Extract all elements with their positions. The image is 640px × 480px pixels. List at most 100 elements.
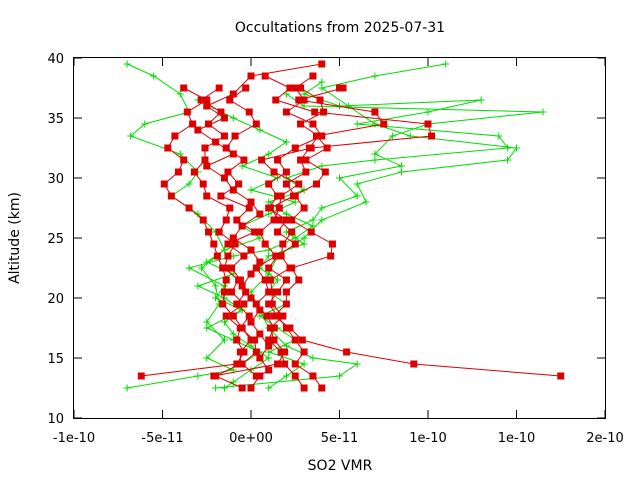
data-point-plus (220, 318, 228, 326)
data-point-square (265, 342, 273, 350)
data-point-square (265, 180, 273, 188)
data-point-plus (282, 372, 290, 380)
data-point-square (180, 84, 188, 92)
data-point-square (137, 372, 145, 380)
data-point-square (279, 240, 287, 248)
data-point-plus (256, 312, 264, 320)
data-point-square (219, 300, 227, 308)
data-point-square (265, 336, 273, 344)
data-point-plus (265, 150, 273, 158)
data-point-square (286, 324, 294, 332)
data-point-square (233, 216, 241, 224)
data-point-square (281, 348, 289, 356)
data-point-plus (212, 384, 220, 392)
data-point-square (240, 300, 248, 308)
data-point-plus (442, 60, 450, 68)
data-point-square (265, 264, 273, 272)
data-point-square (245, 312, 253, 320)
data-point-square (275, 204, 283, 212)
data-point-square (274, 288, 282, 296)
data-point-square (302, 156, 310, 164)
y-tick-label: 25 (47, 232, 64, 247)
data-point-plus (353, 192, 361, 200)
data-point-square (164, 144, 172, 152)
data-point-square (277, 252, 285, 260)
data-point-plus (353, 180, 361, 188)
data-point-plus (318, 84, 326, 92)
data-point-square (307, 144, 315, 152)
data-point-square (238, 282, 246, 290)
data-point-square (265, 366, 273, 374)
data-point-square (256, 354, 264, 362)
y-tick-label: 15 (47, 352, 64, 367)
y-tick-label: 40 (47, 52, 64, 67)
data-point-square (245, 204, 253, 212)
data-point-square (309, 72, 317, 80)
data-point-square (160, 180, 168, 188)
y-tick-label: 30 (47, 172, 64, 187)
x-tick-label: 5e-11 (321, 431, 359, 446)
data-point-square (167, 192, 175, 200)
y-axis-label: Altitude (km) (7, 192, 23, 284)
data-point-square (270, 324, 278, 332)
data-point-square (277, 192, 285, 200)
data-point-square (229, 234, 237, 242)
data-point-plus (291, 198, 299, 206)
data-point-square (233, 360, 241, 368)
data-point-plus (309, 354, 317, 362)
profile-red-8 (210, 84, 388, 380)
data-point-square (274, 156, 282, 164)
data-point-plus (203, 318, 211, 326)
profile-green-1 (123, 60, 237, 392)
data-point-plus (176, 90, 184, 98)
data-point-square (203, 192, 211, 200)
data-point-plus (185, 180, 193, 188)
data-point-plus (203, 324, 211, 332)
data-point-square (282, 180, 290, 188)
data-point-square (220, 132, 228, 140)
data-point-square (247, 336, 255, 344)
data-point-square (297, 156, 305, 164)
data-point-square (428, 132, 436, 140)
data-point-square (291, 144, 299, 152)
data-point-square (247, 72, 255, 80)
data-point-plus (265, 348, 273, 356)
data-point-square (261, 276, 269, 284)
data-point-square (224, 240, 232, 248)
data-point-square (291, 336, 299, 344)
data-point-square (226, 96, 234, 104)
data-point-square (282, 168, 290, 176)
data-point-square (215, 84, 223, 92)
data-point-square (256, 258, 264, 266)
data-point-plus (220, 336, 228, 344)
data-point-square (300, 384, 308, 392)
data-point-square (311, 108, 319, 116)
data-point-square (339, 84, 347, 92)
chart-title: Occultations from 2025-07-31 (235, 20, 445, 36)
data-point-square (252, 264, 260, 272)
data-point-plus (336, 174, 343, 182)
data-point-square (557, 372, 565, 380)
data-point-square (256, 330, 264, 338)
data-point-square (263, 312, 271, 320)
data-point-square (217, 192, 225, 200)
series-line (255, 75, 433, 389)
data-point-square (282, 300, 290, 308)
y-tick-label: 10 (47, 412, 64, 427)
data-point-square (222, 144, 230, 152)
data-point-plus (265, 354, 273, 362)
data-point-square (371, 108, 379, 116)
data-point-plus (353, 120, 361, 128)
data-point-plus (397, 162, 405, 170)
data-point-square (174, 168, 182, 176)
data-point-square (229, 150, 237, 158)
data-point-plus (203, 258, 211, 266)
data-point-square (240, 156, 248, 164)
data-point-square (286, 84, 294, 92)
data-point-square (233, 336, 241, 344)
data-point-square (252, 300, 260, 308)
data-point-square (300, 204, 308, 212)
data-point-plus (265, 252, 273, 260)
data-point-square (307, 228, 315, 236)
data-point-square (231, 132, 239, 140)
